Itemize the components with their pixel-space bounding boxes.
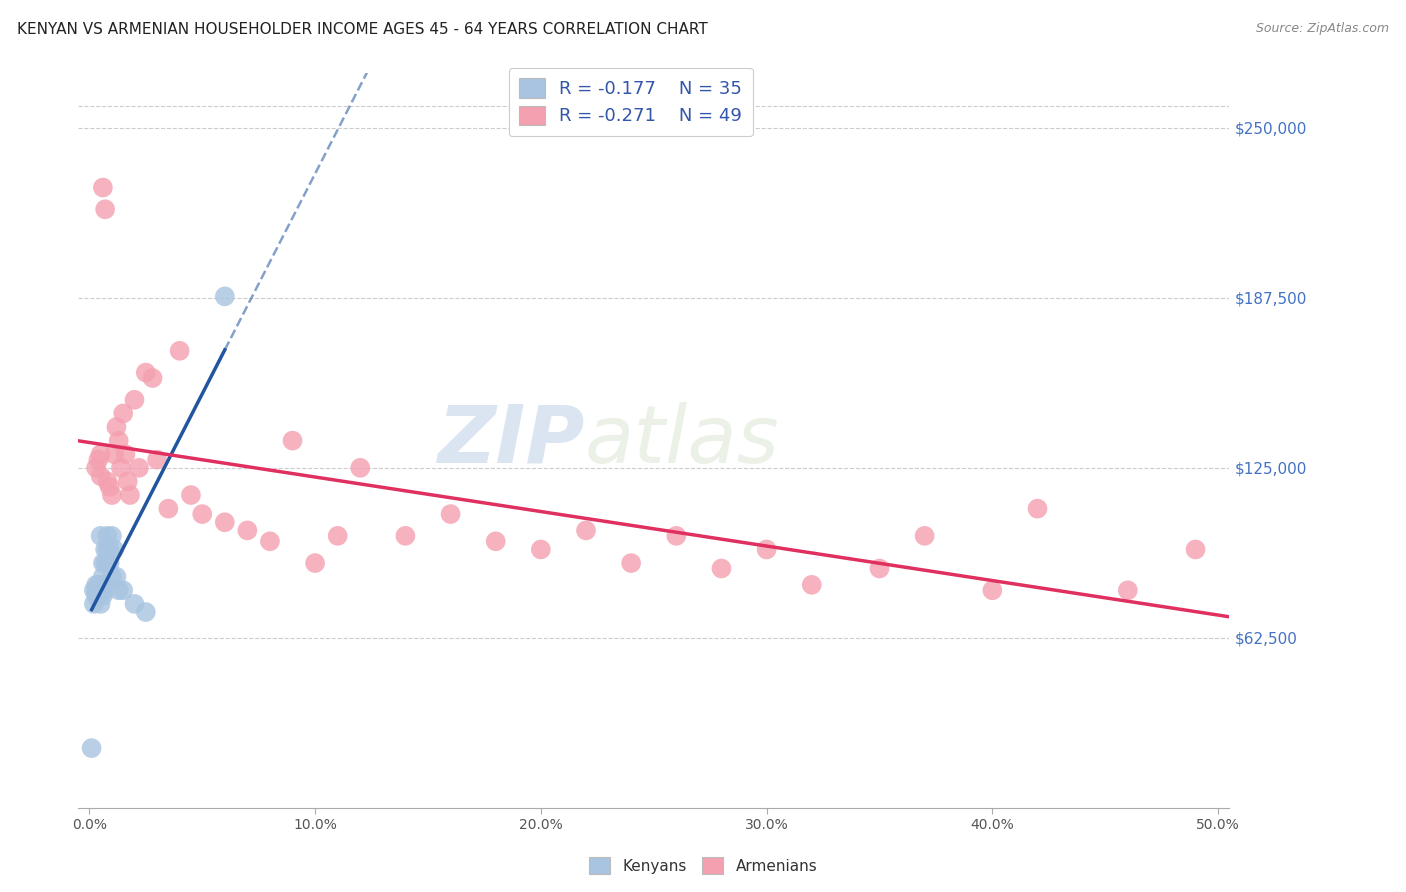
Point [281, 434, 304, 448]
Point [84, 589, 107, 603]
Point [214, 515, 236, 529]
Text: KENYAN VS ARMENIAN HOUSEHOLDER INCOME AGES 45 - 64 YEARS CORRELATION CHART: KENYAN VS ARMENIAN HOUSEHOLDER INCOME AG… [17, 22, 707, 37]
Point [304, 556, 326, 570]
Point [665, 529, 688, 543]
Point [91, 180, 114, 194]
Point [91, 578, 114, 592]
Point [90, 529, 112, 543]
Point [90, 447, 112, 461]
Point [83, 597, 105, 611]
Point [118, 488, 141, 502]
Point [90, 597, 112, 611]
Point [869, 561, 891, 575]
Point [157, 501, 180, 516]
Point [91, 583, 114, 598]
Point [101, 529, 124, 543]
Point [94, 202, 117, 217]
Point [135, 366, 157, 380]
Point [84, 460, 107, 475]
Text: Source: ZipAtlas.com: Source: ZipAtlas.com [1256, 22, 1389, 36]
Point [112, 583, 135, 598]
Point [90, 469, 112, 483]
Point [94, 542, 117, 557]
Point [1116, 583, 1139, 598]
Point [620, 556, 643, 570]
Point [394, 529, 416, 543]
Point [349, 460, 371, 475]
Point [105, 569, 128, 583]
Point [98, 556, 121, 570]
Point [107, 434, 129, 448]
Point [101, 569, 124, 583]
Legend: R = -0.177    N = 35, R = -0.271    N = 49: R = -0.177 N = 35, R = -0.271 N = 49 [509, 68, 752, 136]
Point [112, 406, 135, 420]
Point [146, 452, 169, 467]
Point [439, 507, 461, 521]
Point [94, 556, 117, 570]
Point [91, 556, 114, 570]
Point [84, 578, 107, 592]
Point [117, 475, 139, 489]
Point [1184, 542, 1206, 557]
Point [124, 392, 146, 407]
Point [87, 578, 110, 592]
Point [80, 741, 103, 756]
Point [83, 583, 105, 598]
Point [84, 583, 107, 598]
Point [575, 524, 598, 538]
Point [1026, 501, 1049, 516]
Point [94, 583, 117, 598]
Point [96, 542, 118, 557]
Point [914, 529, 936, 543]
Point [87, 589, 110, 603]
Point [103, 542, 125, 557]
Point [191, 507, 214, 521]
Point [107, 583, 129, 598]
Point [214, 289, 236, 303]
Point [98, 480, 121, 494]
Point [101, 488, 124, 502]
Point [103, 447, 125, 461]
Point [90, 578, 112, 592]
Point [105, 420, 128, 434]
Point [124, 597, 146, 611]
Text: atlas: atlas [585, 401, 779, 480]
Point [485, 534, 508, 549]
Point [710, 561, 733, 575]
Point [114, 447, 136, 461]
Point [128, 460, 150, 475]
Point [91, 569, 114, 583]
Point [530, 542, 553, 557]
Point [90, 583, 112, 598]
Point [96, 556, 118, 570]
Point [755, 542, 778, 557]
Point [169, 343, 191, 358]
Point [180, 488, 202, 502]
Point [110, 460, 132, 475]
Text: ZIP: ZIP [437, 401, 585, 480]
Point [800, 578, 823, 592]
Point [96, 475, 118, 489]
Point [87, 583, 110, 598]
Point [236, 524, 259, 538]
Legend: Kenyans, Armenians: Kenyans, Armenians [582, 851, 824, 880]
Point [326, 529, 349, 543]
Point [142, 371, 165, 385]
Point [87, 452, 110, 467]
Point [135, 605, 157, 619]
Point [259, 534, 281, 549]
Point [98, 542, 121, 557]
Point [96, 529, 118, 543]
Point [91, 589, 114, 603]
Point [981, 583, 1004, 598]
